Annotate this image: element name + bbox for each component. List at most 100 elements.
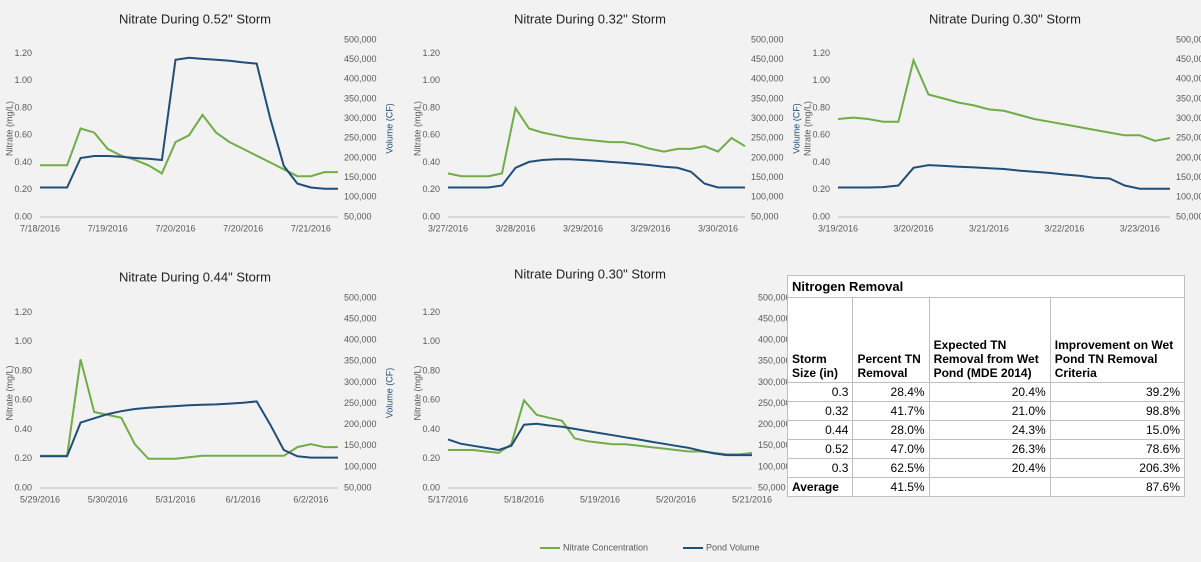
table-row: 0.32 41.7% 21.0% 98.8% <box>786 401 1186 421</box>
y2-axis-label: Volume (CF) <box>384 368 394 419</box>
y-tick-label: 0.80 <box>812 102 830 112</box>
table-cell: 28.4% <box>852 382 930 402</box>
y2-tick-label: 100,000 <box>1176 192 1201 202</box>
footer-row: Average 41.5% 87.6% <box>786 477 1186 497</box>
y-tick-label: 0.80 <box>422 102 440 112</box>
y2-tick-label: 350,000 <box>344 93 377 103</box>
x-tick-label: 3/19/2016 <box>818 223 858 233</box>
y2-tick-label: 350,000 <box>751 93 784 103</box>
table-cell: 21.0% <box>928 401 1051 421</box>
y-tick-label: 0.00 <box>14 211 32 221</box>
x-tick-label: 7/21/2016 <box>291 223 331 233</box>
y2-tick-label: 400,000 <box>758 335 791 345</box>
y2-tick-label: 100,000 <box>758 461 791 471</box>
y2-tick-label: 150,000 <box>751 172 784 182</box>
x-tick-label: 3/20/2016 <box>893 223 933 233</box>
header-cell: Percent TN Removal <box>852 297 930 383</box>
y-tick-label: 0.40 <box>422 157 440 167</box>
y-tick-label: 0.80 <box>422 365 440 375</box>
header-cell: Improvement on Wet Pond TN Removal Crite… <box>1049 297 1186 383</box>
y2-tick-label: 300,000 <box>758 377 791 387</box>
legend-label: Pond Volume <box>706 542 760 552</box>
x-tick-label: 6/1/2016 <box>226 494 261 504</box>
y2-tick-label: 450,000 <box>1176 54 1201 64</box>
x-tick-label: 5/21/2016 <box>732 494 772 504</box>
y2-tick-label: 400,000 <box>1176 74 1201 84</box>
table-row: 0.52 47.0% 26.3% 78.6% <box>786 439 1186 459</box>
table-cell: 41.7% <box>852 401 930 421</box>
x-tick-label: 7/19/2016 <box>88 223 128 233</box>
header-row: Storm Size (in) Percent TN Removal Expecte… <box>786 297 1186 383</box>
table-cell: 26.3% <box>928 439 1051 459</box>
y-tick-label: 0.20 <box>14 184 32 194</box>
y2-tick-label: 350,000 <box>1176 93 1201 103</box>
y-tick-label: 0.00 <box>422 211 440 221</box>
chart-title: Nitrate During 0.30" Storm <box>514 266 666 281</box>
y2-tick-label: 200,000 <box>758 419 791 429</box>
table-cell: 20.4% <box>928 458 1051 478</box>
series-line <box>40 56 338 190</box>
y-tick-label: 0.20 <box>14 453 32 463</box>
y2-tick-label: 500,000 <box>344 292 377 302</box>
series-line <box>447 422 752 457</box>
table-cell: 47.0% <box>852 439 930 459</box>
y2-tick-label: 150,000 <box>344 440 377 450</box>
y-tick-label: 0.20 <box>812 184 830 194</box>
y-tick-label: 0.40 <box>14 157 32 167</box>
series-line <box>448 398 753 456</box>
table-cell: 15.0% <box>1049 420 1186 440</box>
chart-title: Nitrate During 0.44" Storm <box>119 269 271 284</box>
y2-tick-label: 200,000 <box>344 419 377 429</box>
x-tick-label: 5/31/2016 <box>155 494 195 504</box>
y2-tick-label: 100,000 <box>344 461 377 471</box>
y2-tick-label: 250,000 <box>344 133 377 143</box>
y-axis-label: Nitrate (mg/L) <box>4 365 14 420</box>
footer-cell: 87.6% <box>1049 477 1186 497</box>
y-axis-label: Nitrate (mg/L) <box>412 101 422 156</box>
y-tick-label: 0.60 <box>14 130 32 140</box>
y-tick-label: 1.00 <box>812 75 830 85</box>
table-cell: 206.3% <box>1049 458 1186 478</box>
y-tick-label: 1.00 <box>14 336 32 346</box>
y2-tick-label: 200,000 <box>344 152 377 162</box>
table-title-row: Nitrogen Removal <box>787 275 1185 298</box>
table-cell: 0.32 <box>786 401 854 421</box>
x-tick-label: 7/20/2016 <box>155 223 195 233</box>
y-tick-label: 1.20 <box>422 307 440 317</box>
y-axis-label: Nitrate (mg/L) <box>412 365 422 420</box>
table-title: Nitrogen Removal <box>787 275 1185 298</box>
y2-tick-label: 150,000 <box>344 172 377 182</box>
y2-tick-label: 400,000 <box>344 74 377 84</box>
y2-tick-label: 300,000 <box>344 113 377 123</box>
table-cell: 78.6% <box>1049 439 1186 459</box>
x-tick-label: 7/18/2016 <box>20 223 60 233</box>
y2-tick-label: 450,000 <box>344 313 377 323</box>
table-cell: 0.3 <box>786 458 854 478</box>
y2-tick-label: 50,000 <box>344 482 372 492</box>
y2-tick-label: 400,000 <box>344 335 377 345</box>
y2-tick-label: 50,000 <box>1176 211 1201 221</box>
y2-tick-label: 100,000 <box>751 192 784 202</box>
x-tick-label: 3/30/2016 <box>698 223 738 233</box>
y-axis-label: Nitrate (mg/L) <box>802 101 812 156</box>
series-line <box>838 164 1170 190</box>
chart-title: Nitrate During 0.32" Storm <box>514 11 666 26</box>
y2-tick-label: 200,000 <box>751 152 784 162</box>
y2-tick-label: 350,000 <box>758 356 791 366</box>
y2-tick-label: 250,000 <box>1176 133 1201 143</box>
y-tick-label: 0.00 <box>422 482 440 492</box>
y-tick-label: 0.20 <box>422 453 440 463</box>
y-tick-label: 0.60 <box>422 130 440 140</box>
x-tick-label: 3/28/2016 <box>495 223 535 233</box>
legend-label: Nitrate Concentration <box>563 542 648 552</box>
y2-tick-label: 350,000 <box>344 356 377 366</box>
x-tick-label: 3/29/2016 <box>630 223 670 233</box>
y2-tick-label: 500,000 <box>1176 34 1201 44</box>
y2-axis-label: Volume (CF) <box>791 103 801 154</box>
y-tick-label: 1.20 <box>422 48 440 58</box>
table-cell: 28.0% <box>852 420 930 440</box>
series-line <box>837 57 1171 142</box>
y-tick-label: 0.40 <box>14 424 32 434</box>
x-tick-label: 7/20/2016 <box>223 223 263 233</box>
